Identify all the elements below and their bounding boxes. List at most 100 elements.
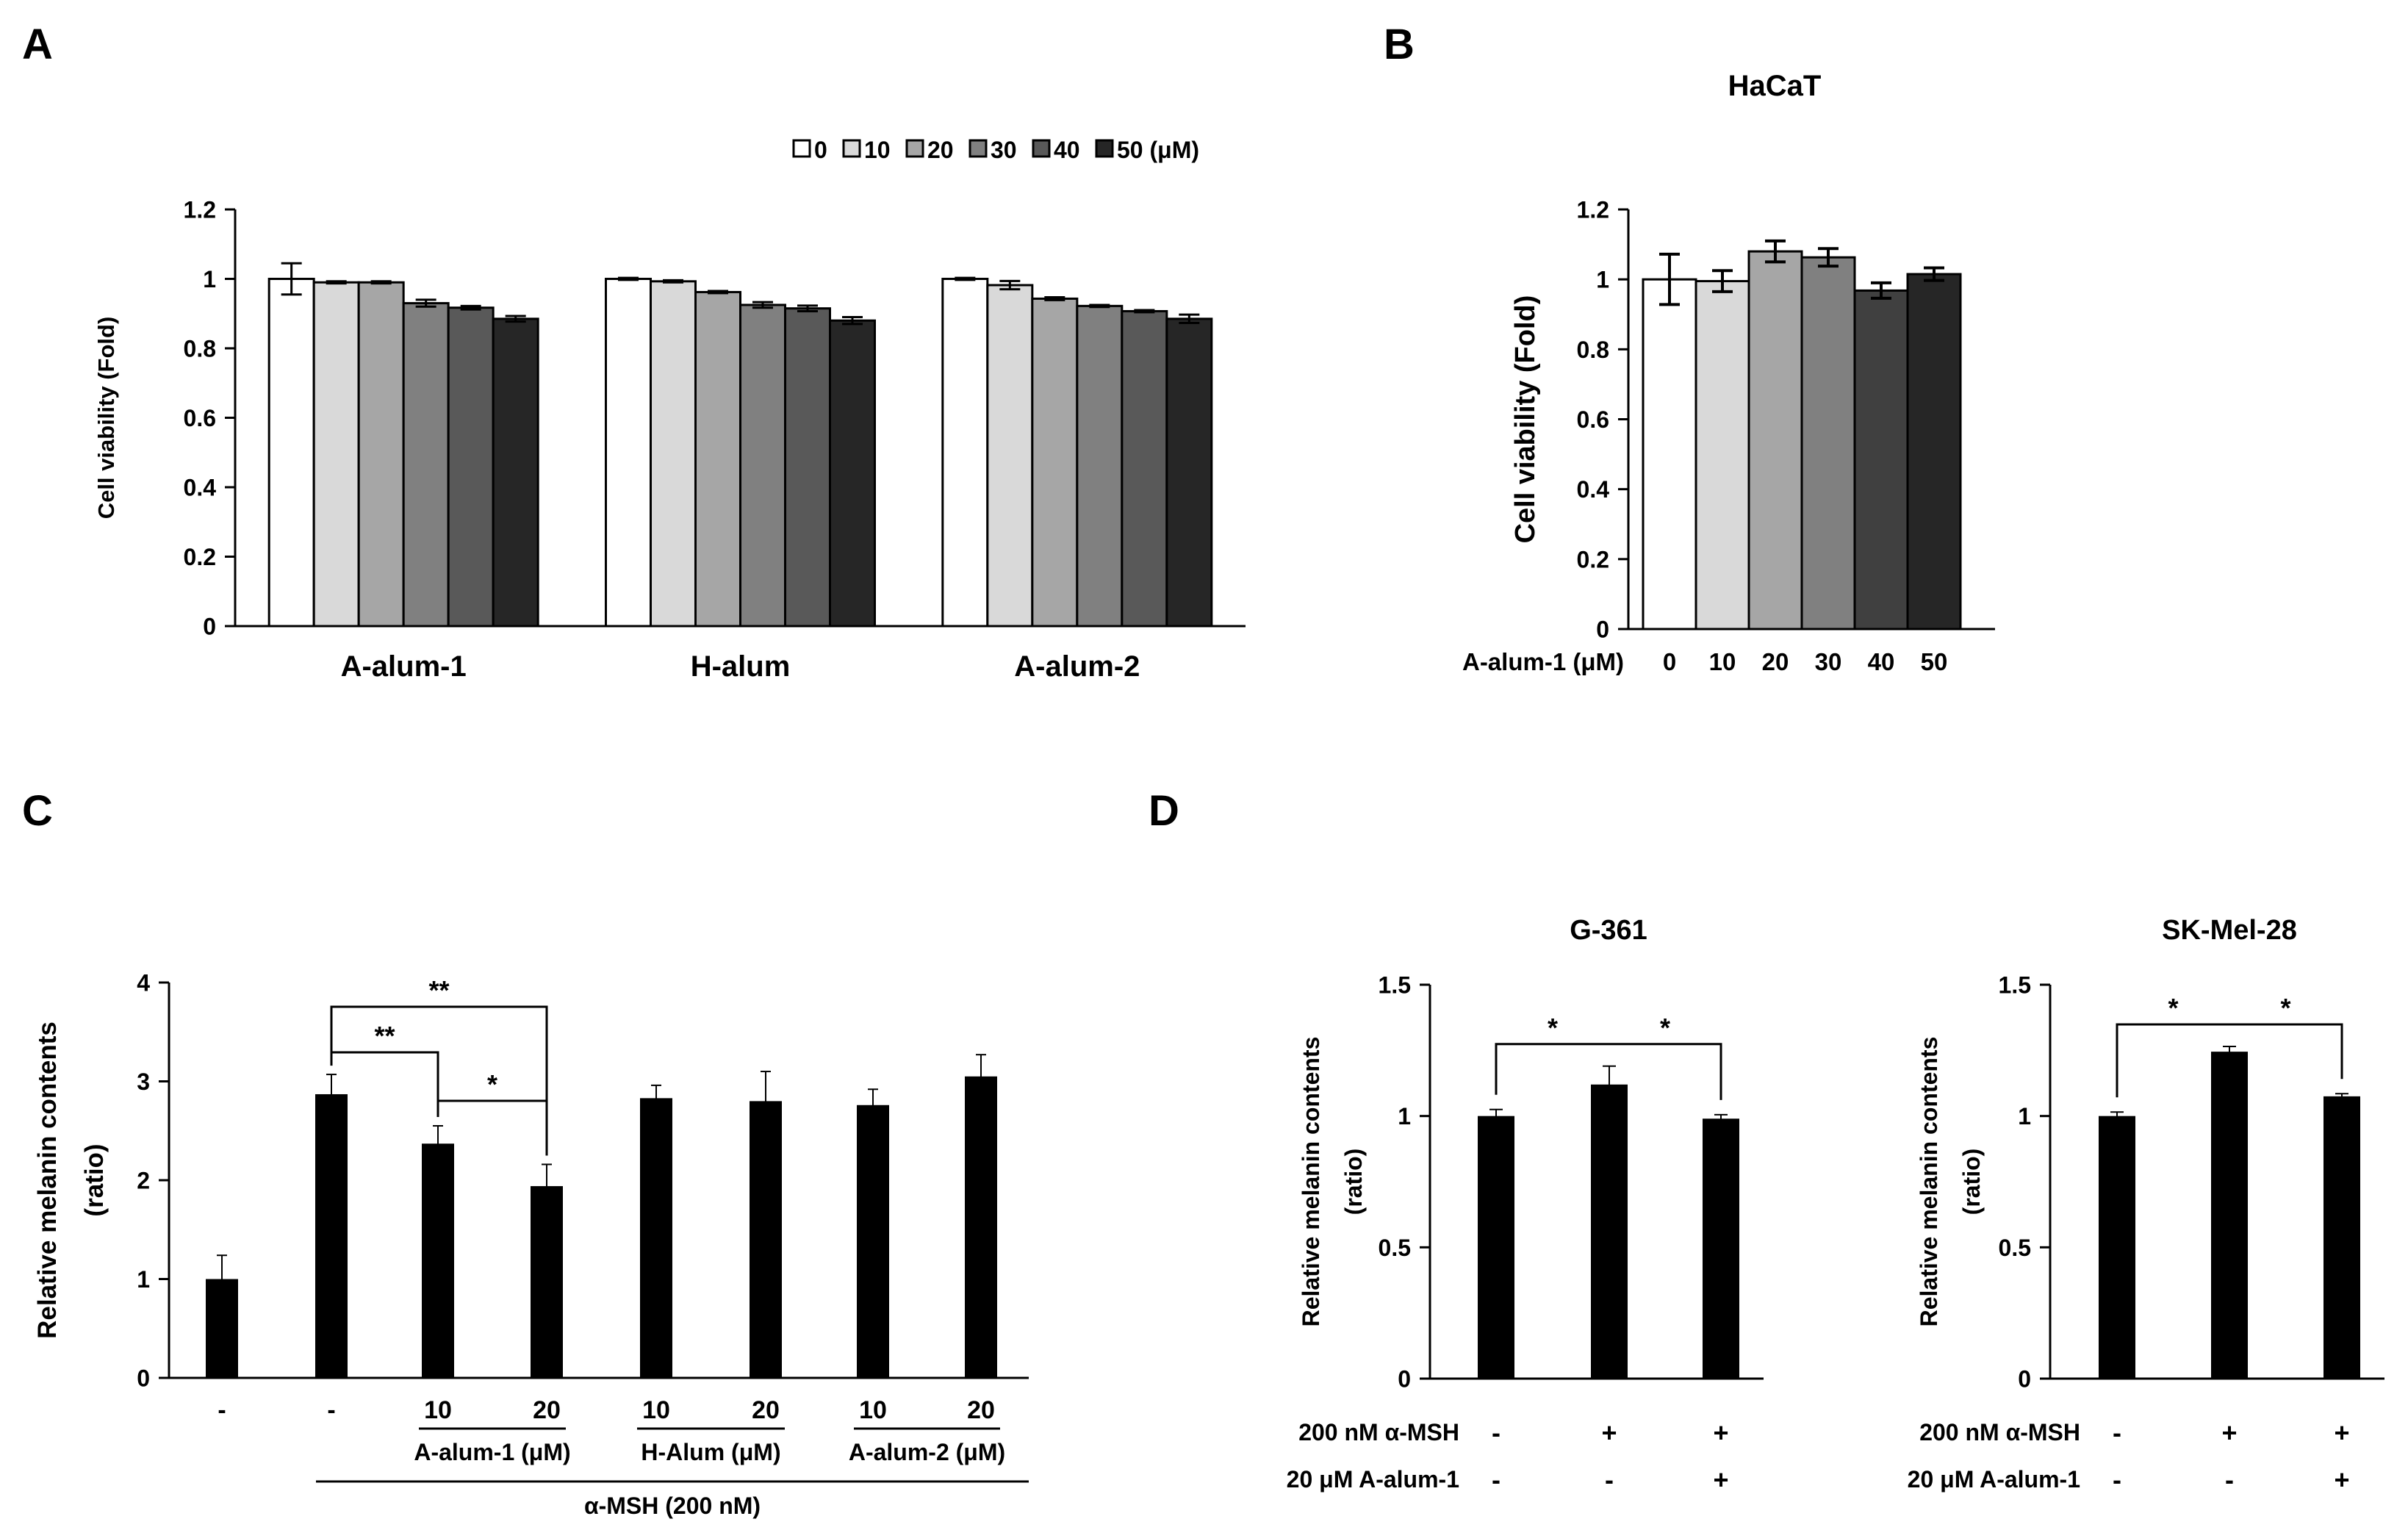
row1-value: + (2334, 1418, 2349, 1448)
bar (1694, 280, 1750, 631)
significance-bracket (436, 1099, 548, 1156)
bar (1165, 317, 1213, 628)
x-tick-label: 10 (1709, 648, 1736, 675)
y-tick-label: 0 (2018, 1366, 2031, 1393)
bar (650, 280, 697, 628)
legend-swatch (792, 139, 811, 158)
row2-label: 20 μM A-alum-1 (1908, 1466, 2080, 1493)
y-tick-label: 1 (2018, 1103, 2031, 1129)
bar (829, 319, 876, 628)
bar (312, 281, 360, 628)
row1-value: + (1601, 1418, 1617, 1448)
legend-swatch (1032, 139, 1051, 158)
y-tick-label: 0 (203, 614, 216, 640)
y-tick-label: 0.8 (1577, 337, 1609, 363)
bar (1906, 273, 1962, 631)
bar (605, 278, 652, 628)
y-axis-title-line2: (ratio) (1340, 1149, 1367, 1215)
x-tick-label: 20 (752, 1396, 780, 1424)
y-tick-label: 0.2 (184, 544, 216, 570)
legend-label: 10 (864, 137, 891, 163)
y-tick-label: 0 (1398, 1366, 1411, 1393)
bar (2099, 1116, 2135, 1379)
y-tick-label: 0.5 (1999, 1235, 2031, 1261)
y-axis-title: Cell viability (Fold) (93, 317, 119, 520)
x-tick-label: 10 (642, 1396, 670, 1424)
y-tick-label: 3 (137, 1069, 150, 1095)
x-category-label: A-alum-1 (341, 650, 467, 683)
y-tick-label: 2 (137, 1168, 150, 1194)
x-tick-label: 20 (1762, 648, 1789, 675)
bar (784, 307, 831, 628)
significance-label: * (1548, 1013, 1558, 1043)
legend-label: 20 (927, 137, 954, 163)
significance-bracket (330, 1005, 548, 1156)
x-tick-label: 20 (967, 1396, 995, 1424)
bar (531, 1186, 563, 1378)
y-tick-label: 4 (137, 970, 150, 996)
bar (267, 278, 315, 628)
panel-label-a: A (22, 21, 53, 68)
y-axis-title: Relative melanin contents (1916, 1037, 1942, 1327)
chart-d-skmel28: 0 0.5 1 1.5 Relative melanin contents (ratio)… (1908, 915, 2384, 1495)
group-label: A-alum-2 (μM) (849, 1439, 1005, 1465)
bar (1076, 304, 1124, 628)
row2-value: + (1713, 1465, 1728, 1495)
significance-bracket (2116, 1023, 2229, 1098)
bar (1031, 297, 1079, 628)
significance-bracket (1495, 1043, 1609, 1095)
x-tick-label: 50 (1921, 648, 1948, 675)
bar (1747, 250, 1803, 631)
y-axis-title: Relative melanin contents (1298, 1037, 1324, 1327)
row2-value: - (2113, 1465, 2121, 1495)
panel-label-d: D (1149, 787, 1179, 835)
y-tick-label: 0.6 (184, 405, 216, 431)
x-tick-label: 20 (533, 1396, 561, 1424)
bar (2211, 1052, 2248, 1379)
bar (492, 317, 539, 628)
legend-swatch (968, 139, 988, 158)
significance-label: ** (428, 975, 449, 1005)
x-tick-label: - (327, 1396, 335, 1424)
y-tick-label: 1.5 (1999, 972, 2031, 999)
y-tick-label: 0 (137, 1365, 150, 1392)
bar (1591, 1084, 1628, 1379)
legend-label: 0 (814, 137, 827, 163)
y-tick-label: 1 (203, 266, 216, 292)
bar (1800, 256, 1856, 631)
y-tick-label: 1 (137, 1266, 150, 1293)
legend-label: 40 (1054, 137, 1080, 163)
row1-label: 200 nM α-MSH (1298, 1419, 1459, 1445)
x-tick-label: 30 (1815, 648, 1842, 675)
bar (694, 290, 741, 628)
row2-value: - (1492, 1465, 1500, 1495)
y-tick-label: 0.8 (184, 336, 216, 362)
bar (1642, 278, 1697, 631)
x-tick-label: 10 (424, 1396, 452, 1424)
row1-value: - (1492, 1418, 1500, 1448)
significance-label: * (2280, 993, 2290, 1023)
legend-swatch (905, 139, 924, 158)
y-tick-label: 0 (1596, 617, 1609, 643)
bar (2323, 1096, 2360, 1379)
chart-c: 0 1 2 3 4 Relative melanin contents (ratio) - - 1… (33, 970, 1029, 1519)
chart-title: SK-Mel-28 (2162, 915, 2297, 946)
bar (986, 284, 1034, 628)
chart-d-g361: 0 0.5 1 1.5 Relative melanin contents (ratio)… (1287, 915, 1764, 1495)
y-tick-label: 0.2 (1577, 546, 1609, 572)
bar (1703, 1118, 1739, 1379)
bar (965, 1076, 997, 1378)
legend-label: 30 (991, 137, 1017, 163)
x-axis-title: α-MSH (200 nM) (584, 1493, 761, 1519)
x-tick-label: 0 (1663, 648, 1676, 675)
row2-value: + (2334, 1465, 2349, 1495)
group-label: H-Alum (μM) (641, 1439, 780, 1465)
significance-label: * (2168, 993, 2178, 1023)
bar (941, 278, 989, 628)
legend-swatch (842, 139, 861, 158)
bar (750, 1101, 782, 1378)
legend-swatch (1095, 139, 1114, 158)
y-tick-label: 0.4 (184, 475, 217, 501)
y-axis-title-line2: (ratio) (1958, 1149, 1985, 1215)
